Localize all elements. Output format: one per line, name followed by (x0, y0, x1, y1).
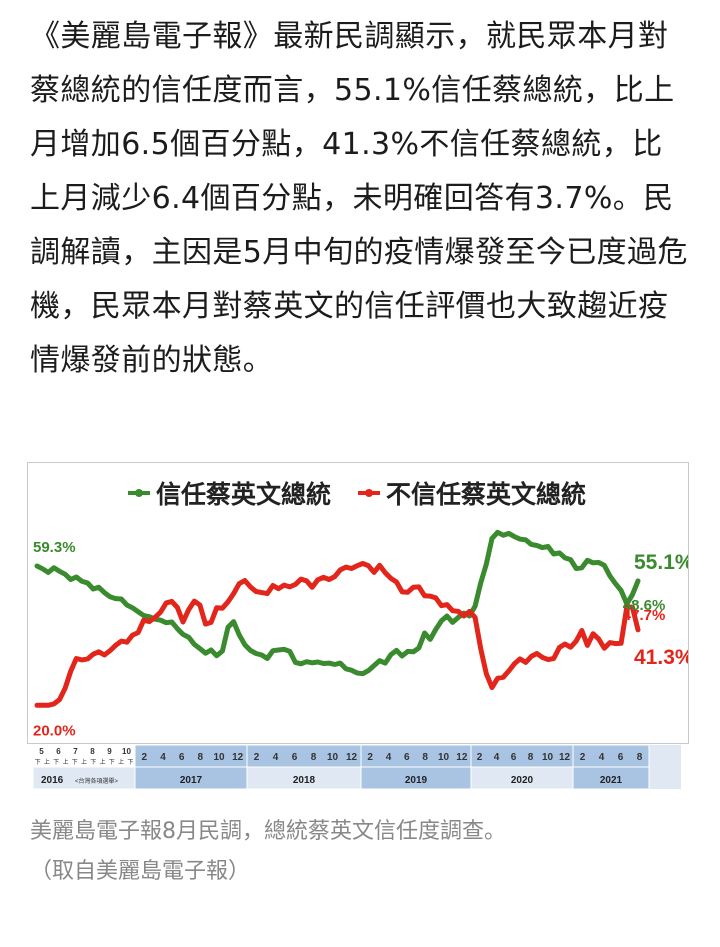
half-month-label: 下 (53, 759, 59, 766)
month-tick-label: 6 (179, 752, 185, 763)
month-tick-label: 8 (637, 752, 643, 763)
series-line-2 (34, 561, 641, 708)
half-month-label: 下 (109, 759, 115, 766)
month-tick-label: 12 (346, 752, 358, 763)
month-tick-label: 4 (160, 752, 166, 763)
month-tick-label: 7 (73, 747, 78, 756)
month-tick-label: 6 (292, 752, 298, 763)
month-tick-label: 6 (404, 752, 410, 763)
figure-caption: 美麗島電子報8月民調，總統蔡英文信任度調查。 （取自美麗島電子報） (30, 812, 690, 892)
caption-line-1: 美麗島電子報8月民調，總統蔡英文信任度調查。 (30, 819, 506, 844)
month-tick-label: 8 (198, 752, 204, 763)
month-tick-label: 12 (559, 752, 571, 763)
legend-label-1: 信任蔡英文總統 (156, 480, 331, 509)
month-tick-label: 2 (580, 752, 586, 763)
month-tick-label: 10 (438, 752, 450, 763)
month-tick-label: 10 (213, 752, 225, 763)
month-tick-label: 10 (122, 747, 131, 756)
half-month-label: 上 (62, 758, 68, 766)
year-label-2017: 2017 (180, 775, 203, 786)
month-band-4 (360, 745, 472, 768)
month-tick-label: 4 (273, 752, 279, 763)
month-tick-label: 2 (142, 752, 148, 763)
half-month-label: 下 (35, 759, 41, 766)
year-label-2020: 2020 (511, 775, 534, 786)
x-axis-timeline: 5 6 7 8 9 10下上下上下上下上下上下2016 <台灣各項選舉>2 4 6 8 10 1220… (33, 745, 681, 789)
data-label-3: 55.1% (634, 551, 688, 574)
poll-figure: 信任蔡英文總統 不信任蔡英文總統 59.3% 20.0% 55.1% 48.6% 47.7… (27, 462, 694, 807)
half-month-label: 下 (127, 759, 133, 766)
month-tick-label: 5 (39, 747, 44, 756)
election-note: <台灣各項選舉> (75, 777, 119, 785)
month-tick-label: 8 (422, 752, 428, 763)
month-tick-label: 8 (528, 752, 534, 763)
month-band-2 (134, 745, 248, 768)
month-tick-label: 8 (311, 752, 317, 763)
month-tick-label: 12 (456, 752, 468, 763)
month-tick-label: 4 (386, 752, 392, 763)
month-tick-label: 10 (327, 752, 339, 763)
year-label-2019: 2019 (405, 775, 428, 786)
month-tick-label: 2 (254, 752, 260, 763)
half-month-label: 上 (44, 758, 50, 766)
data-label-5: 47.7% (623, 607, 666, 624)
month-band-3 (246, 745, 362, 768)
month-tick-label: 12 (232, 752, 244, 763)
data-label-1: 59.3% (33, 539, 76, 556)
half-month-label: 下 (90, 759, 96, 766)
data-label-6: 41.3% (634, 646, 688, 669)
month-band-5 (470, 745, 574, 768)
month-tick-label: 10 (542, 752, 554, 763)
article-paragraph: 《美麗島電子報》最新民調顯示，就民眾本月對蔡總統的信任度而言，55.1%信任蔡總… (30, 19, 688, 378)
month-tick-label: 6 (56, 747, 61, 756)
half-month-label: 上 (81, 758, 87, 766)
month-tick-label: 9 (107, 747, 112, 756)
month-tick-label: 4 (494, 752, 500, 763)
year-band-6 (572, 766, 650, 789)
data-label-2: 20.0% (33, 722, 76, 739)
trust-line-chart: 信任蔡英文總統 不信任蔡英文總統 59.3% 20.0% 55.1% 48.6%47.7… (33, 480, 694, 739)
year-label-2021: 2021 (600, 775, 623, 786)
legend-marker-1 (135, 489, 143, 497)
half-month-label: 下 (72, 759, 78, 766)
year-label-2018: 2018 (293, 775, 316, 786)
legend-label-2: 不信任蔡英文總統 (386, 480, 586, 509)
chart-data-labels: 59.3% 20.0% 55.1% 48.6%47.7% 41.3% (33, 539, 694, 739)
legend-marker-2 (365, 489, 373, 497)
chart-series (34, 529, 641, 708)
half-month-label: 上 (100, 758, 106, 766)
chart-legend: 信任蔡英文總統 不信任蔡英文總統 (128, 480, 586, 509)
month-tick-label: 4 (599, 752, 605, 763)
month-tick-label: 2 (367, 752, 373, 763)
caption-line-2: （取自美麗島電子報） (30, 859, 251, 884)
year-label-2016: 2016 (41, 775, 64, 786)
month-tick-label: 2 (477, 752, 483, 763)
chart-frame: 信任蔡英文總統 不信任蔡英文總統 59.3% 20.0% 55.1% 48.6% 47.7… (27, 462, 694, 744)
data-label-4: 48.6% (623, 597, 666, 614)
half-month-label: 上 (118, 758, 124, 766)
month-tick-label: 6 (618, 752, 624, 763)
month-tick-label: 6 (511, 752, 517, 763)
month-tick-label: 8 (90, 747, 95, 756)
series-line-1 (34, 529, 641, 677)
